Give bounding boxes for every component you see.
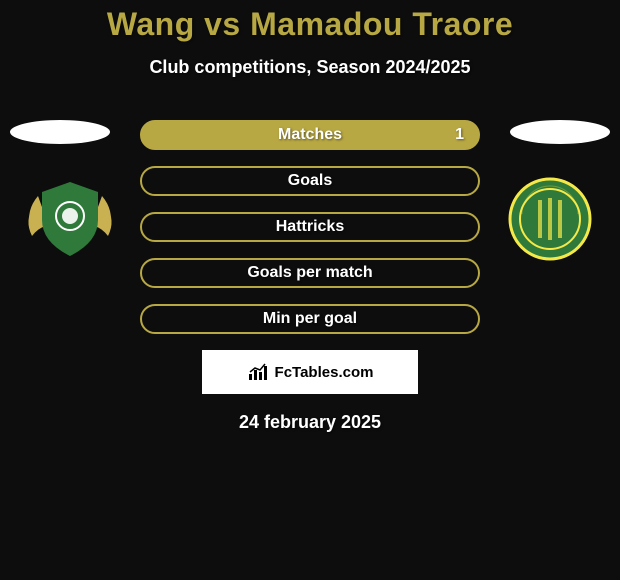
page-title: Wang vs Mamadou Traore <box>0 0 620 43</box>
stat-row-matches: Matches 1 <box>140 120 480 150</box>
stat-label: Hattricks <box>276 218 344 236</box>
team-badge-left <box>20 176 120 262</box>
team-badge-right <box>500 176 600 262</box>
stat-row-goals: Goals <box>140 166 480 196</box>
chart-icon <box>247 362 271 382</box>
date-text: 24 february 2025 <box>0 412 620 433</box>
stat-row-hattricks: Hattricks <box>140 212 480 242</box>
stat-label: Matches <box>278 126 342 144</box>
avatar-left-placeholder <box>10 120 110 144</box>
stat-row-min-per-goal: Min per goal <box>140 304 480 334</box>
stat-area: Matches 1 Goals Hattricks Goals per matc… <box>0 120 620 433</box>
subtitle: Club competitions, Season 2024/2025 <box>0 57 620 78</box>
brand-text: FcTables.com <box>275 364 374 381</box>
stat-row-goals-per-match: Goals per match <box>140 258 480 288</box>
stat-label: Goals per match <box>247 264 372 282</box>
stat-label: Goals <box>288 172 332 190</box>
stat-rows: Matches 1 Goals Hattricks Goals per matc… <box>140 120 480 334</box>
stat-value: 1 <box>455 126 464 144</box>
avatar-right-placeholder <box>510 120 610 144</box>
stat-label: Min per goal <box>263 310 357 328</box>
brand-box: FcTables.com <box>202 350 418 394</box>
